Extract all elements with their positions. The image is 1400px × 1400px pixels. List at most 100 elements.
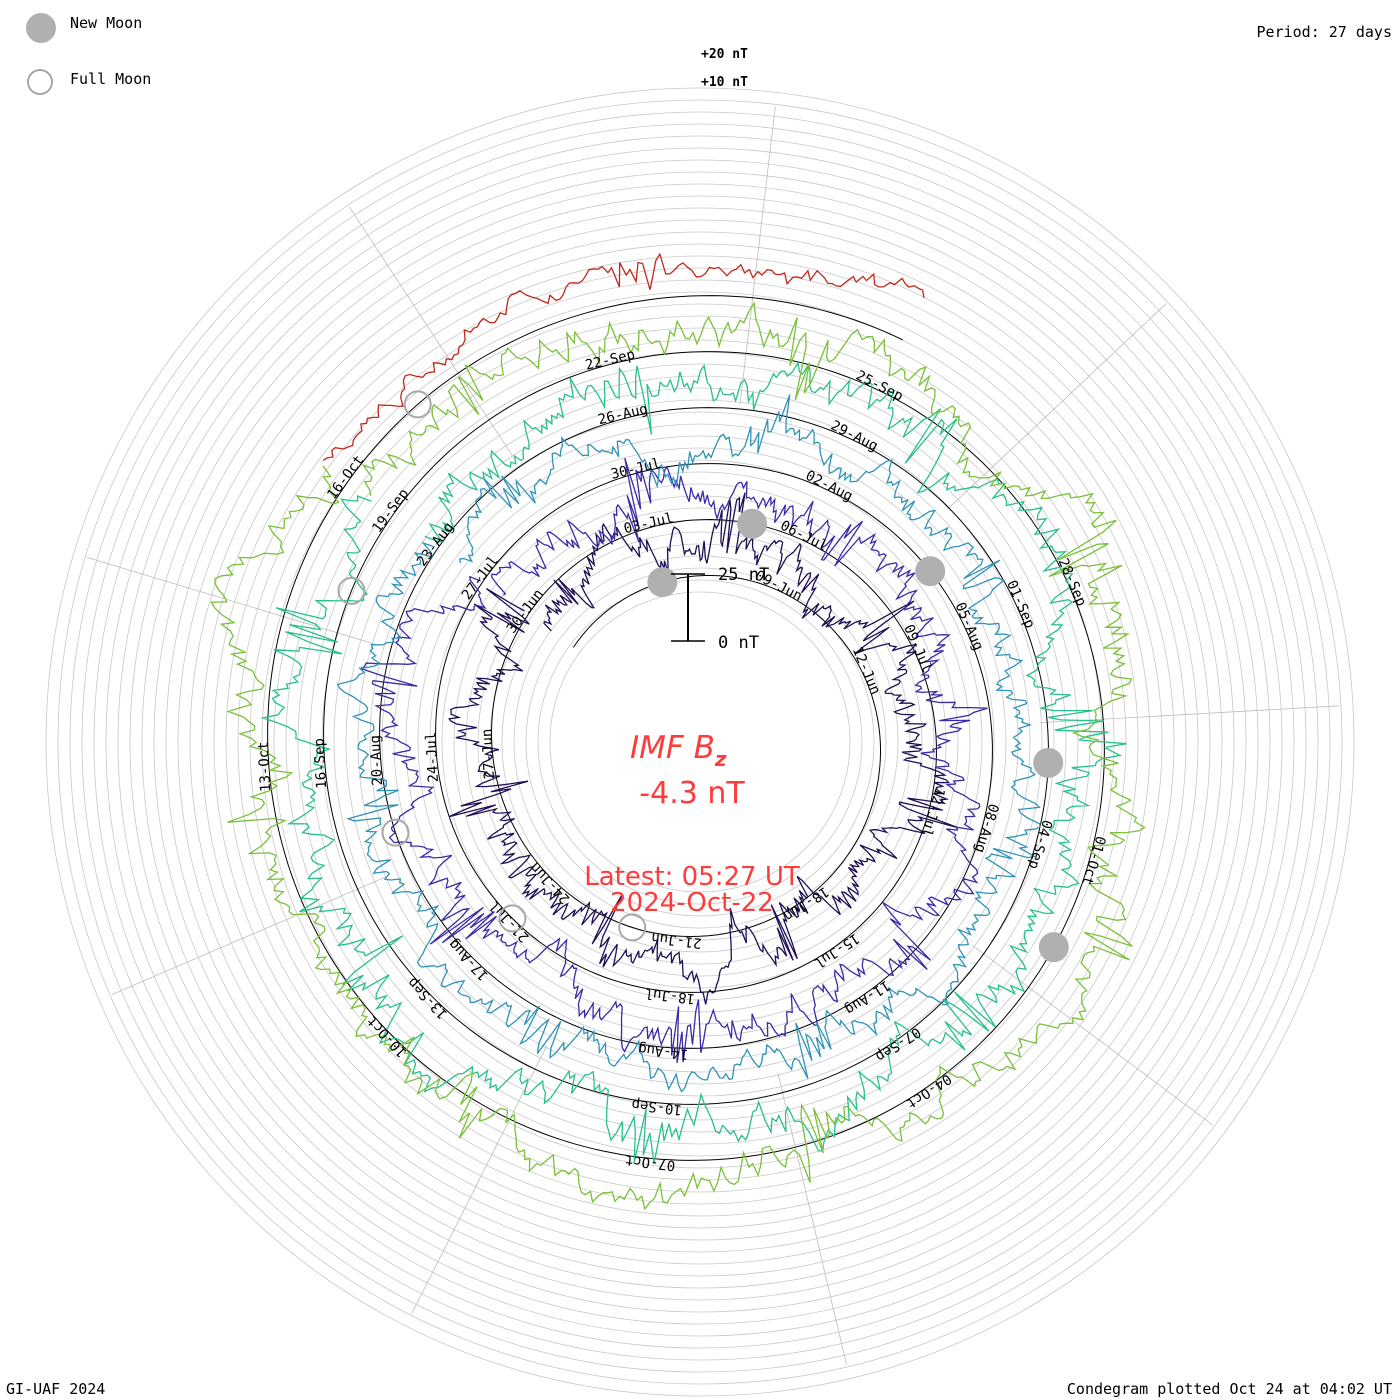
date-label: 10-Sep: [631, 1096, 683, 1118]
date-label: 14-Aug: [637, 1040, 689, 1062]
date-label: 15-Jul: [811, 930, 862, 971]
grid-ring: [153, 195, 1247, 1289]
date-label: 19-Sep: [369, 486, 412, 536]
scale-bar-bottom-label: 0 nT: [718, 633, 759, 653]
new-moon-marker: [647, 567, 678, 598]
footer-plot-time: Condegram plotted Oct 24 at 04:02 UT: [1066, 1380, 1392, 1398]
center-title: IMF Bz: [630, 730, 727, 771]
date-label: 04-Oct: [903, 1070, 954, 1111]
date-label: 05-Aug: [952, 600, 987, 653]
bz-trace-5: [210, 301, 1146, 1211]
grid-ring: [81, 123, 1319, 1361]
new-moon-marker: [1038, 932, 1069, 963]
latest-date: 2024-Oct-22: [610, 888, 774, 918]
date-label: 27-Jun: [479, 728, 498, 779]
date-label: 12-Jun: [849, 644, 884, 697]
grid-ring: [201, 243, 1199, 1241]
date-label: 01-Oct: [1078, 834, 1108, 887]
grid-ring: [45, 87, 1355, 1397]
grid-ring: [57, 99, 1343, 1385]
full-moon-marker: [381, 818, 410, 847]
grid-ring: [93, 135, 1307, 1349]
grid-ring: [273, 315, 1127, 1169]
footer-credit: GI-UAF 2024: [6, 1380, 106, 1398]
grid-ring: [177, 219, 1223, 1265]
bz-trace-2: [359, 458, 988, 1064]
bz-traces: [210, 252, 1146, 1211]
grid-ring: [537, 579, 863, 905]
date-label: 01-Sep: [1003, 578, 1038, 631]
full-moon-marker: [337, 576, 366, 605]
date-label: 03-Jul: [622, 510, 675, 537]
grid-ring: [105, 147, 1295, 1337]
date-spoke: [111, 875, 388, 995]
grid-ring: [441, 483, 959, 1001]
moon-markers: [337, 390, 1069, 963]
grid-ring: [189, 231, 1211, 1253]
grid-ring: [69, 111, 1331, 1373]
date-label: 04-Sep: [1025, 818, 1055, 871]
date-label: 09-Jul: [900, 622, 935, 675]
date-spoke: [777, 1072, 847, 1366]
grid-ring: [129, 171, 1271, 1313]
grid-ring: [501, 543, 899, 941]
period-label: Period: 27 days: [1256, 23, 1392, 41]
date-label: 13-Oct: [256, 741, 275, 792]
date-spoke: [87, 557, 375, 645]
date-label: 18-Jul: [644, 985, 696, 1007]
date-spoke: [947, 303, 1167, 510]
date-spoke: [972, 945, 1213, 1126]
grid-ring: [525, 567, 875, 917]
scale-label-top: +20 nT: [701, 47, 748, 62]
new-moon-marker: [737, 508, 768, 539]
bz-trace-3: [336, 394, 1041, 1093]
grid-ring: [141, 183, 1259, 1301]
full-moon-marker: [618, 913, 647, 942]
date-label: 06-Jul: [778, 518, 830, 555]
grid-ring: [369, 411, 1031, 1073]
bz-trace-6: [322, 252, 925, 461]
date-label: 16-Oct: [324, 452, 367, 502]
date-spoke: [1039, 705, 1339, 724]
grid-ring: [285, 327, 1115, 1157]
new-moon-marker: [915, 556, 946, 587]
bz-trace-4: [260, 361, 1127, 1164]
zero-reference-spiral: [267, 295, 1105, 1161]
date-label: 24-Jul: [423, 731, 442, 782]
grid-ring: [249, 291, 1151, 1193]
grid-ring: [213, 255, 1187, 1229]
date-label: 16-Sep: [311, 738, 330, 789]
grid-ring: [321, 363, 1079, 1121]
new-moon-legend-label: New Moon: [70, 14, 143, 32]
grid-ring: [357, 399, 1043, 1085]
center-readout: IMF Bz -4.3 nT Latest: 05:27 UT 2024-Oct…: [584, 730, 800, 918]
date-spokes: [87, 106, 1339, 1366]
scale-bar: 25 nT 0 nT: [671, 565, 769, 653]
date-spoke: [739, 106, 776, 405]
full-moon-legend-label: Full Moon: [70, 70, 152, 88]
date-label: 20-Aug: [367, 735, 386, 786]
grid-ring: [333, 375, 1067, 1109]
zero-reference-spirals: [267, 295, 1105, 1161]
scale-label-second: +10 nT: [701, 75, 748, 90]
date-label: 30-Jun: [504, 586, 547, 636]
grid-ring: [117, 159, 1283, 1325]
date-spoke: [348, 206, 514, 458]
grid-ring: [465, 507, 935, 977]
new-moon-legend-icon: [26, 13, 56, 43]
grid-ring: [165, 207, 1235, 1277]
full-moon-marker: [498, 904, 527, 933]
date-spoke: [411, 1045, 548, 1314]
latest-time: Latest: 05:27 UT: [584, 862, 800, 892]
grid-ring: [237, 279, 1163, 1205]
grid-ring: [345, 387, 1055, 1097]
full-moon-marker: [403, 390, 432, 419]
scale-bar-top-label: 25 nT: [718, 565, 769, 585]
center-title-sub: z: [714, 747, 727, 771]
date-label: 13-Sep: [405, 974, 451, 1022]
bz-trace-1: [447, 492, 959, 1005]
grid-ring: [429, 471, 971, 1013]
date-label: 07-Oct: [624, 1151, 676, 1173]
date-label: 12-Jul: [918, 786, 948, 839]
